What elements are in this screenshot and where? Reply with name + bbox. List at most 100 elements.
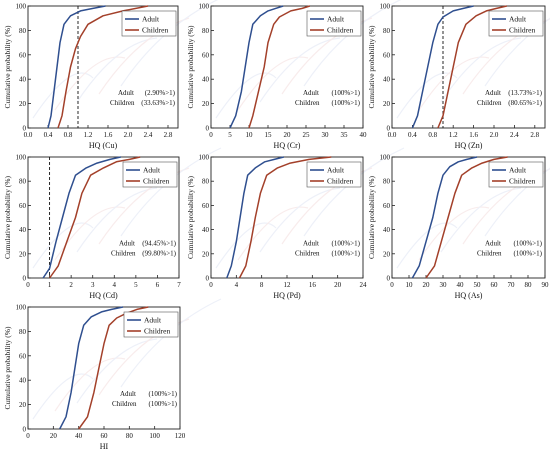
series-line-children — [248, 5, 311, 129]
y-tick-label: 0 — [23, 125, 27, 133]
y-tick-label: 40 — [202, 226, 210, 234]
legend-entry: Children — [142, 26, 168, 35]
x-tick-label: 4 — [235, 281, 239, 289]
y-tick-label: 60 — [383, 202, 391, 210]
x-tick-label: 15 — [265, 131, 273, 139]
texture-stroke — [98, 167, 190, 245]
plot-frame — [391, 156, 546, 279]
x-tick-label: 2.8 — [530, 131, 539, 139]
y-tick-label: 60 — [202, 202, 210, 210]
y-tick-label: 80 — [383, 178, 391, 186]
series-line-children — [238, 156, 332, 279]
annotation-value: (100%>1) — [149, 390, 178, 398]
x-axis-label: HQ (Cr) — [274, 141, 301, 150]
chart-panel-5: 0 20 40 60 80 100 0 4 8 12 16 20 24 HQ (Pd) Cumulative… — [186, 147, 405, 300]
y-tick-label: 0 — [23, 426, 27, 434]
texture-stroke — [32, 373, 94, 420]
annotation-value: (13.73%>1) — [508, 89, 542, 97]
annotation-label: Adult — [303, 239, 319, 247]
x-tick-label: 20 — [423, 281, 431, 289]
legend-box — [123, 311, 179, 338]
background-texture — [215, 147, 405, 269]
x-tick-label: 2.0 — [124, 131, 133, 139]
y-tick-label: 20 — [383, 250, 391, 258]
x-tick-label: 50 — [474, 281, 482, 289]
series-line-children — [425, 156, 508, 279]
series-line-children — [437, 5, 507, 129]
y-tick-label: 0 — [206, 275, 210, 283]
annotation-value: (100%>1) — [514, 249, 543, 257]
x-tick-label: 20 — [334, 281, 342, 289]
x-tick-label: 0 — [26, 281, 30, 289]
y-axis-label: Cumulative probability (%) — [367, 25, 376, 108]
x-tick-label: 4 — [113, 281, 117, 289]
y-tick-label: 40 — [383, 76, 391, 84]
x-tick-label: 5 — [228, 131, 232, 139]
x-tick-label: 1.6 — [469, 131, 478, 139]
annotation-value: (99.80%>1) — [142, 249, 176, 257]
y-tick-label: 60 — [202, 51, 210, 59]
annotation-label: Children — [477, 249, 502, 257]
series-line-adult — [47, 5, 106, 129]
y-tick-label: 20 — [19, 250, 27, 258]
y-tick-label: 20 — [202, 250, 210, 258]
x-tick-label: 2.4 — [144, 131, 153, 139]
chart-panel-2: 0 20 40 60 80 100 0 5 10 15 20 25 30 35 40 HQ (Cr) Cumul… — [186, 0, 402, 150]
y-tick-label: 20 — [19, 100, 27, 108]
y-axis-label: Cumulative probability (%) — [3, 176, 12, 259]
x-axis-label: HQ (Pd) — [273, 291, 301, 300]
x-tick-label: 80 — [126, 432, 134, 440]
y-tick-label: 80 — [19, 27, 27, 35]
x-tick-label: 120 — [175, 432, 186, 440]
legend-entry: Children — [327, 177, 353, 186]
x-tick-label: 0 — [209, 281, 213, 289]
legend-entry: Adult — [327, 15, 345, 24]
x-tick-label: 6 — [156, 281, 160, 289]
x-tick-label: 40 — [75, 432, 83, 440]
annotation-value: (100%>1) — [514, 239, 543, 247]
x-tick-label: 90 — [542, 281, 550, 289]
x-axis-label: HQ (Cu) — [89, 141, 118, 150]
x-tick-label: 25 — [303, 131, 311, 139]
texture-stroke — [54, 206, 126, 261]
annotation-value: (100%>1) — [332, 249, 361, 257]
x-tick-label: 2.8 — [164, 131, 173, 139]
series-line-adult — [411, 156, 478, 279]
series-line-adult — [42, 156, 121, 279]
y-tick-label: 100 — [16, 154, 27, 162]
x-tick-label: 2 — [69, 281, 73, 289]
chart-panel-7: 0 20 40 60 80 100 0 20 40 60 80 100 120 HI Cumulative … — [3, 298, 222, 451]
texture-stroke — [418, 206, 490, 261]
x-tick-label: 3 — [91, 281, 95, 289]
texture-stroke — [32, 222, 94, 269]
annotation-value: (100%>1) — [149, 400, 178, 408]
x-tick-label: 10 — [246, 131, 254, 139]
x-tick-label: 40 — [457, 281, 465, 289]
y-axis-label: Cumulative probability (%) — [3, 25, 12, 108]
x-tick-label: 0 — [26, 432, 30, 440]
annotation-label: Children — [477, 99, 502, 107]
y-tick-label: 100 — [380, 3, 391, 11]
chart-panel-6: 0 20 40 60 80 100 0 10 20 30 40 50 60 70 80 90 HQ (As) Cu… — [367, 154, 550, 300]
x-tick-label: 60 — [101, 432, 109, 440]
annotation-value: (100%>1) — [332, 239, 361, 247]
y-tick-label: 100 — [16, 3, 27, 11]
plot-frame — [27, 156, 180, 279]
texture-stroke — [484, 167, 550, 237]
legend-box — [122, 161, 178, 188]
chart-panel-3: 0 20 40 60 80 100 0.0 0.4 0.8 1.2 1.6 2.0 2.4 2.8 HQ (… — [367, 3, 550, 150]
x-tick-label: 20 — [284, 131, 292, 139]
y-tick-label: 20 — [19, 401, 27, 409]
annotation-value: (80.65%>1) — [508, 99, 542, 107]
annotation-label: Children — [295, 249, 320, 257]
texture-stroke — [54, 357, 126, 412]
y-tick-label: 40 — [383, 226, 391, 234]
x-tick-label: 30 — [440, 281, 448, 289]
legend-box — [121, 10, 177, 37]
plot-frame — [391, 5, 546, 129]
annotation-value: (33.63%>1) — [141, 99, 175, 107]
x-tick-label: 7 — [177, 281, 181, 289]
x-tick-label: 40 — [360, 131, 368, 139]
x-tick-label: 80 — [525, 281, 533, 289]
